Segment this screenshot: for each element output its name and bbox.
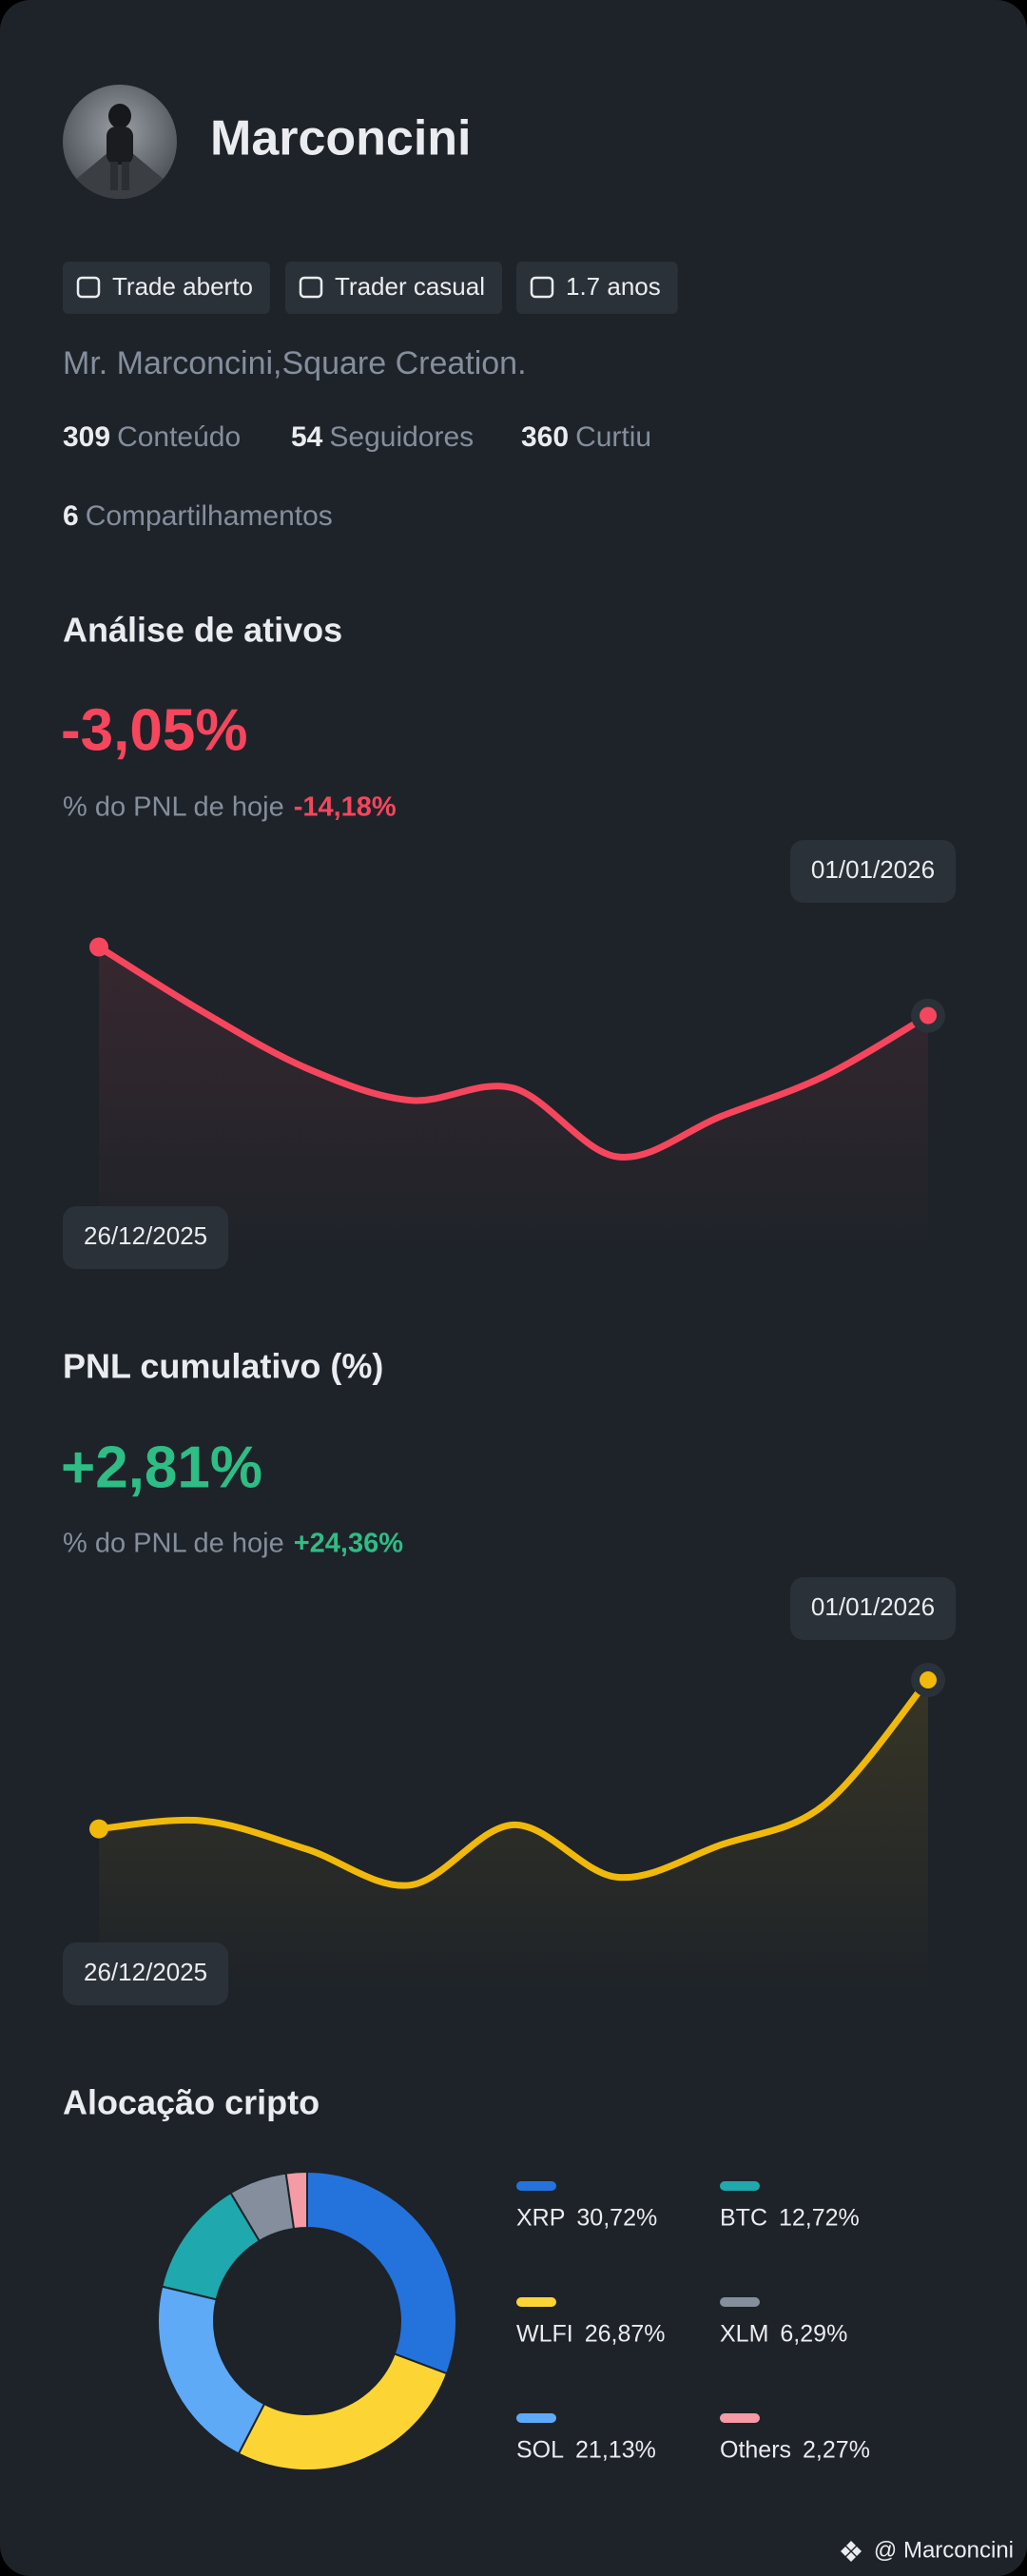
headline-value: +2,81%	[61, 1434, 262, 1500]
donut-segment	[284, 2170, 308, 2231]
legend-swatch	[516, 2181, 556, 2191]
date-label: 01/01/2026	[811, 1592, 935, 1621]
stat-value: 309	[63, 421, 110, 453]
stat-value: 6	[63, 500, 79, 532]
avatar	[63, 85, 177, 199]
tag: 1.7 anos	[516, 262, 678, 314]
today-value: -14,18%	[294, 792, 397, 823]
footer-handle: @ Marconcini	[874, 2537, 1014, 2563]
profile-name: Marconcini	[210, 111, 472, 166]
area-fill	[99, 1680, 928, 1994]
date-label: 26/12/2025	[84, 1958, 207, 1986]
section-title: PNL cumulativo (%)	[63, 1347, 383, 1386]
tag-label: 1.7 anos	[566, 272, 661, 301]
donut-segment	[237, 2352, 449, 2471]
legend-name: WLFI	[516, 2321, 573, 2348]
tag-background	[516, 262, 678, 314]
tag-icon	[299, 276, 323, 299]
date-bubble	[789, 1577, 957, 1640]
legend-value: 21,13%	[575, 2437, 656, 2464]
legend-name: XRP	[516, 2205, 565, 2232]
legend-name: SOL	[516, 2437, 564, 2464]
tag-label: Trade aberto	[112, 272, 253, 301]
tag: Trader casual	[285, 262, 502, 314]
area-fill	[99, 946, 928, 1258]
date-bubble	[63, 1942, 229, 2005]
end-point	[920, 1671, 937, 1689]
legend-value: 2,27%	[803, 2437, 870, 2464]
legend-value: 30,72%	[576, 2205, 657, 2232]
line-series	[95, 1676, 932, 1889]
stat-value: 360	[521, 421, 569, 453]
stat-label: Curtiu	[575, 421, 651, 453]
date-bubble	[63, 1206, 229, 1269]
section-title: Alocação cripto	[63, 2083, 320, 2122]
headline-value: -3,05%	[61, 697, 247, 763]
subtitle: % do PNL de hoje	[63, 792, 284, 823]
date-bubble	[789, 840, 957, 903]
tag: Trade aberto	[63, 262, 270, 314]
legend-value: 12,72%	[779, 2205, 860, 2232]
subtitle: % do PNL de hoje	[63, 1529, 284, 1559]
legend-swatch	[516, 2297, 556, 2307]
legend-swatch	[720, 2181, 760, 2191]
legend-value: 26,87%	[585, 2321, 666, 2348]
tag-icon	[530, 276, 554, 299]
date-label: 01/01/2026	[811, 855, 935, 884]
line-series	[95, 944, 932, 1161]
stat-label: Conteúdo	[117, 421, 241, 453]
today-value: +24,36%	[294, 1529, 404, 1559]
footer-logo	[841, 2541, 862, 2562]
start-point	[89, 1819, 108, 1839]
legend-swatch	[720, 2297, 760, 2307]
date-label: 26/12/2025	[84, 1221, 207, 1250]
bio: Mr. Marconcini,Square Creation.	[63, 345, 527, 381]
legend-value: 6,29%	[780, 2321, 847, 2348]
end-point	[920, 1006, 937, 1025]
legend-name: XLM	[720, 2321, 768, 2348]
tag-background	[63, 262, 270, 314]
stat-label: Compartilhamentos	[86, 500, 333, 532]
section-title: Análise de ativos	[63, 611, 342, 650]
tag-label: Trader casual	[335, 272, 485, 301]
stat-label: Seguidores	[329, 421, 474, 453]
legend-name: Others	[720, 2437, 791, 2464]
donut-segment	[306, 2170, 457, 2375]
tag-icon	[76, 276, 101, 299]
tag-background	[285, 262, 502, 314]
legend-name: BTC	[720, 2205, 767, 2232]
legend-swatch	[720, 2413, 760, 2423]
legend-swatch	[516, 2413, 556, 2423]
stat-value: 54	[291, 421, 323, 453]
start-point	[89, 937, 108, 957]
